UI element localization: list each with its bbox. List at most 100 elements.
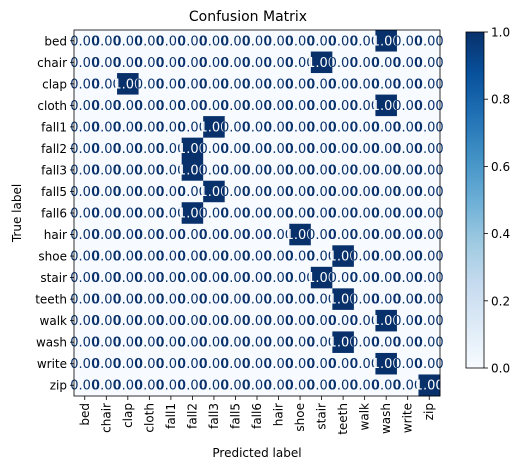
matrix-cell: [267, 266, 290, 289]
y-tick-label: zip: [50, 379, 67, 393]
matrix-cell-value: 0.00: [415, 357, 444, 372]
matrix-cell: [246, 245, 269, 268]
matrix-cell: [310, 288, 333, 311]
matrix-cell-value: 0.00: [113, 34, 142, 49]
x-tick-label: cloth: [142, 403, 156, 433]
matrix-cell: [375, 30, 398, 52]
matrix-cell-value: 0.00: [286, 34, 315, 49]
matrix-cell-value: 0.00: [415, 250, 444, 265]
matrix-cell: [138, 202, 161, 225]
matrix-cell-value: 0.00: [243, 34, 272, 49]
matrix-cell: [224, 30, 247, 52]
matrix-cell: [74, 288, 96, 311]
matrix-cell: [138, 51, 161, 74]
matrix-cell-value: 0.00: [221, 379, 250, 394]
matrix-cell: [181, 73, 204, 95]
matrix-cell-value: 0.00: [199, 77, 228, 92]
matrix-cell: [332, 374, 355, 397]
matrix-cell: [181, 51, 204, 74]
matrix-cell-value: 0.00: [243, 228, 272, 243]
matrix-cell-value: 0.00: [329, 379, 358, 394]
matrix-cell-value: 0.00: [92, 228, 121, 243]
matrix-cell: [332, 202, 355, 225]
matrix-cell: [332, 30, 355, 52]
matrix-cell-value: 0.00: [350, 185, 379, 200]
matrix-cell: [310, 309, 333, 332]
matrix-cell: [289, 159, 312, 182]
matrix-cell: [418, 266, 441, 289]
matrix-cell-value: 0.00: [221, 56, 250, 71]
matrix-cell-value: 0.00: [221, 185, 250, 200]
matrix-cell-value: 0.00: [350, 228, 379, 243]
matrix-cell-value: 0.00: [70, 293, 99, 308]
matrix-cell: [74, 180, 96, 203]
matrix-cell: [332, 73, 355, 95]
matrix-cell: [246, 73, 269, 95]
matrix-cell: [95, 374, 118, 397]
matrix-cell-value: 0.00: [178, 250, 207, 265]
matrix-cell: [224, 202, 247, 225]
matrix-cell: [289, 116, 312, 139]
matrix-cell-value: 0.00: [135, 142, 164, 157]
matrix-cell: [160, 51, 183, 74]
matrix-cell-value: 0.00: [307, 120, 336, 135]
matrix-cell: [267, 116, 290, 139]
colorbar-tick-label: 1.0: [491, 26, 510, 40]
matrix-cell-value: 0.00: [178, 56, 207, 71]
matrix-cell-value: 0.00: [372, 336, 401, 351]
matrix-cell-value: 0.00: [415, 314, 444, 329]
matrix-cell: [160, 309, 183, 332]
matrix-cell: [117, 94, 139, 117]
matrix-cell: [95, 180, 118, 203]
matrix-cell-value: 0.00: [113, 163, 142, 178]
matrix-cell-value: 0.00: [350, 99, 379, 114]
matrix-cell: [375, 73, 398, 95]
matrix-cell-value: 1.00: [178, 207, 207, 222]
matrix-cell: [267, 51, 290, 74]
matrix-cell: [224, 116, 247, 139]
matrix-cell-value: 0.00: [199, 228, 228, 243]
matrix-cell: [289, 202, 312, 225]
matrix-cell: [160, 245, 183, 268]
matrix-cell-value: 0.00: [70, 56, 99, 71]
matrix-cell: [224, 223, 247, 246]
matrix-cell: [160, 266, 183, 289]
x-axis-label: Predicted label: [212, 446, 301, 460]
matrix-cell: [117, 266, 139, 289]
matrix-cell-value: 0.00: [264, 250, 293, 265]
matrix-cell: [181, 374, 204, 397]
matrix-cell-value: 0.00: [415, 336, 444, 351]
matrix-cell-value: 0.00: [243, 250, 272, 265]
matrix-cell: [332, 180, 355, 203]
matrix-cell: [353, 137, 376, 160]
matrix-cell: [117, 223, 139, 246]
matrix-cell-value: 0.00: [199, 336, 228, 351]
y-tick-label: walk: [40, 314, 68, 328]
colorbar-tick-label: 0.8: [491, 93, 510, 107]
matrix-cell-value: 0.00: [372, 163, 401, 178]
matrix-cell: [310, 51, 333, 74]
matrix-cell: [375, 159, 398, 182]
x-tick-label: stair: [315, 403, 329, 430]
colorbar-ticks: 0.0 0.2 0.4 0.6 0.8 1.0: [484, 26, 510, 376]
matrix-cell: [396, 94, 419, 117]
matrix-cell-value: 0.00: [113, 185, 142, 200]
matrix-cell: [117, 159, 139, 182]
matrix-cell: [95, 245, 118, 268]
matrix-cell: [375, 245, 398, 268]
matrix-cell-value: 0.00: [350, 250, 379, 265]
matrix-cell: [138, 288, 161, 311]
matrix-cell: [138, 266, 161, 289]
matrix-cell: [310, 159, 333, 182]
matrix-cell-value: 0.00: [156, 120, 185, 135]
matrix-cell-value: 0.00: [286, 99, 315, 114]
matrix-cell: [95, 73, 118, 95]
matrix-cell-value: 0.00: [329, 228, 358, 243]
matrix-cell-value: 0.00: [243, 293, 272, 308]
matrix-cell: [418, 73, 441, 95]
matrix-cell: [375, 51, 398, 74]
matrix-cell-value: 0.00: [70, 77, 99, 92]
matrix-cell-value: 0.00: [329, 207, 358, 222]
matrix-cell: [353, 266, 376, 289]
matrix-cell-value: 0.00: [221, 228, 250, 243]
